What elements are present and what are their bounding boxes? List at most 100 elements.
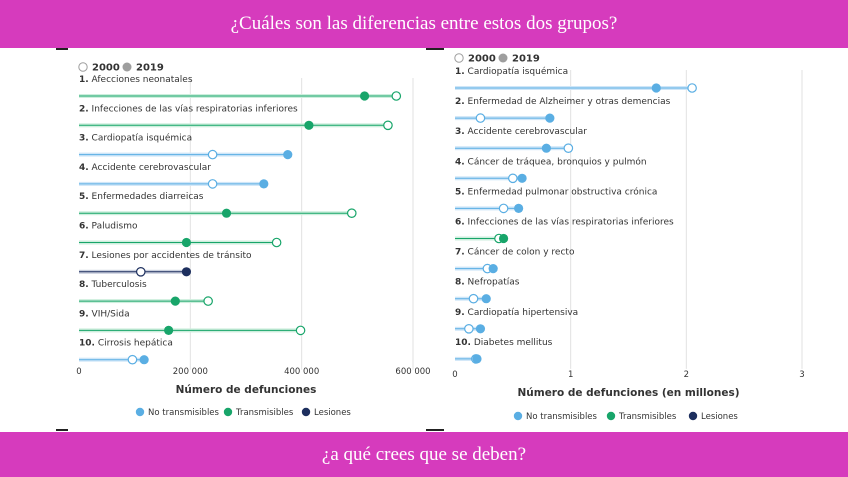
point-2019	[359, 91, 370, 101]
legend-transmisibles-marker	[223, 407, 233, 417]
category-label: 9. Cardiopatía hipertensiva	[455, 308, 578, 318]
category-rank: 1.	[79, 75, 89, 85]
point-2000	[468, 293, 479, 304]
category-label: 1. Afecciones neonatales	[79, 75, 193, 85]
corner-mark	[56, 429, 68, 431]
point-2019	[498, 233, 509, 244]
top-banner: ¿Cuáles son las diferencias entre estos …	[0, 0, 848, 48]
legend-2019-label: 2019	[136, 63, 164, 74]
legend-no-transmisibles-marker	[513, 411, 523, 421]
legend-lesiones-marker	[301, 407, 311, 417]
category-label: 8. Nefropatías	[455, 278, 520, 288]
point-2000	[207, 149, 218, 160]
legend-no-transmisibles-label: No transmisibles	[148, 408, 220, 418]
category-rank: 3.	[455, 127, 465, 137]
point-2019	[475, 324, 486, 334]
category-label: 5. Enfermedad pulmonar obstructiva cróni…	[455, 186, 657, 197]
point-2019	[481, 294, 491, 304]
category-name: Paludismo	[89, 222, 138, 232]
category-rank: 5.	[455, 187, 465, 197]
axis-title: Número de defunciones (en millones)	[517, 387, 739, 399]
point-2000	[203, 296, 213, 306]
category-name: Lesiones por accidentes de tránsito	[89, 251, 252, 261]
point-2000	[391, 91, 402, 101]
category-label: 4. Accidente cerebrovascular	[79, 163, 211, 173]
legend-lesiones-label: Lesiones	[314, 408, 351, 418]
category-name: Infecciones de las vías respiratorias in…	[89, 104, 298, 114]
tick-label: 400 000	[284, 367, 319, 377]
category-name: Tuberculosis	[89, 280, 147, 290]
corner-mark	[426, 429, 444, 431]
category-rank: 7.	[79, 251, 89, 261]
point-2019	[472, 354, 482, 364]
category-rank: 8.	[455, 278, 465, 288]
legend-lesiones-label: Lesiones	[701, 412, 738, 422]
category-label: 2. Infecciones de las vías respiratorias…	[79, 104, 298, 114]
legend-transmisibles-label: Transmisibles	[618, 412, 677, 422]
legend-no-transmisibles-label: No transmisibles	[526, 412, 598, 422]
point-2019	[259, 179, 269, 189]
point-2000	[475, 113, 486, 123]
point-2000	[464, 323, 474, 334]
category-label: 2. Enfermedad de Alzheimer y otras demen…	[455, 97, 671, 107]
category-rank: 6.	[455, 218, 465, 228]
point-2000	[207, 179, 218, 189]
point-2000	[346, 208, 357, 218]
page-title: ¿Cuáles son las diferencias entre estos …	[230, 13, 618, 34]
legend-2019-marker	[122, 62, 132, 72]
category-name: Infecciones de las vías respiratorias in…	[465, 218, 674, 228]
point-2019	[488, 264, 498, 274]
point-2019	[651, 83, 661, 93]
footer-question: ¿a qué crees que se deben?	[321, 443, 527, 465]
category-name: Nefropatías	[465, 278, 520, 288]
category-rank: 1.	[455, 67, 465, 77]
legend-2019-label: 2019	[512, 54, 540, 65]
point-2000	[498, 203, 509, 214]
point-2000	[271, 237, 282, 248]
category-label: 6. Infecciones de las vías respiratorias…	[455, 218, 674, 228]
point-2019	[517, 173, 527, 183]
category-label: 7. Lesiones por accidentes de tránsito	[79, 251, 252, 261]
point-2019	[221, 208, 232, 218]
point-2000	[508, 173, 518, 184]
category-label: 5. Enfermedades diarreicas	[79, 192, 204, 202]
category-name: Cardiopatía isquémica	[465, 66, 568, 77]
category-label: 1. Cardiopatía isquémica	[455, 66, 568, 77]
category-name: Enfermedad pulmonar obstructiva crónica	[465, 186, 658, 197]
point-2019	[545, 113, 555, 123]
point-2000	[563, 143, 574, 153]
tick-label: 0	[452, 370, 457, 380]
category-rank: 4.	[455, 157, 465, 167]
point-2000	[127, 354, 138, 365]
legend-2000-marker	[454, 53, 464, 63]
point-2000	[383, 120, 393, 131]
category-name: Diabetes mellitus	[471, 338, 553, 348]
legend-lesiones-marker	[688, 411, 698, 421]
category-name: Cirrosis hepática	[95, 339, 173, 349]
tick-label: 3	[799, 370, 804, 380]
legend-2019-marker	[498, 53, 508, 63]
point-2019	[304, 120, 314, 130]
category-label: 3. Cardiopatía isquémica	[79, 133, 192, 144]
category-name: Cáncer de tráquea, bronquios y pulmón	[465, 156, 647, 167]
category-label: 4. Cáncer de tráquea, bronquios y pulmón	[455, 156, 647, 167]
category-name: Enfermedades diarreicas	[89, 192, 204, 202]
point-2019	[541, 143, 551, 153]
point-2000	[135, 266, 146, 277]
category-rank: 8.	[79, 280, 89, 290]
category-name: Cardiopatía isquémica	[89, 133, 192, 144]
tick-label: 200 000	[173, 367, 208, 377]
point-2000	[295, 325, 306, 336]
corner-mark	[426, 48, 444, 50]
category-rank: 9.	[455, 308, 465, 318]
corner-mark	[56, 48, 68, 50]
point-2019	[181, 267, 192, 277]
category-rank: 6.	[79, 222, 89, 232]
point-2019	[170, 296, 180, 306]
category-rank: 4.	[79, 163, 89, 173]
point-2019	[283, 150, 293, 160]
category-label: 10. Cirrosis hepática	[79, 339, 173, 349]
tick-label: 1	[568, 370, 573, 380]
point-2019	[164, 325, 174, 335]
category-rank: 10.	[455, 338, 471, 348]
